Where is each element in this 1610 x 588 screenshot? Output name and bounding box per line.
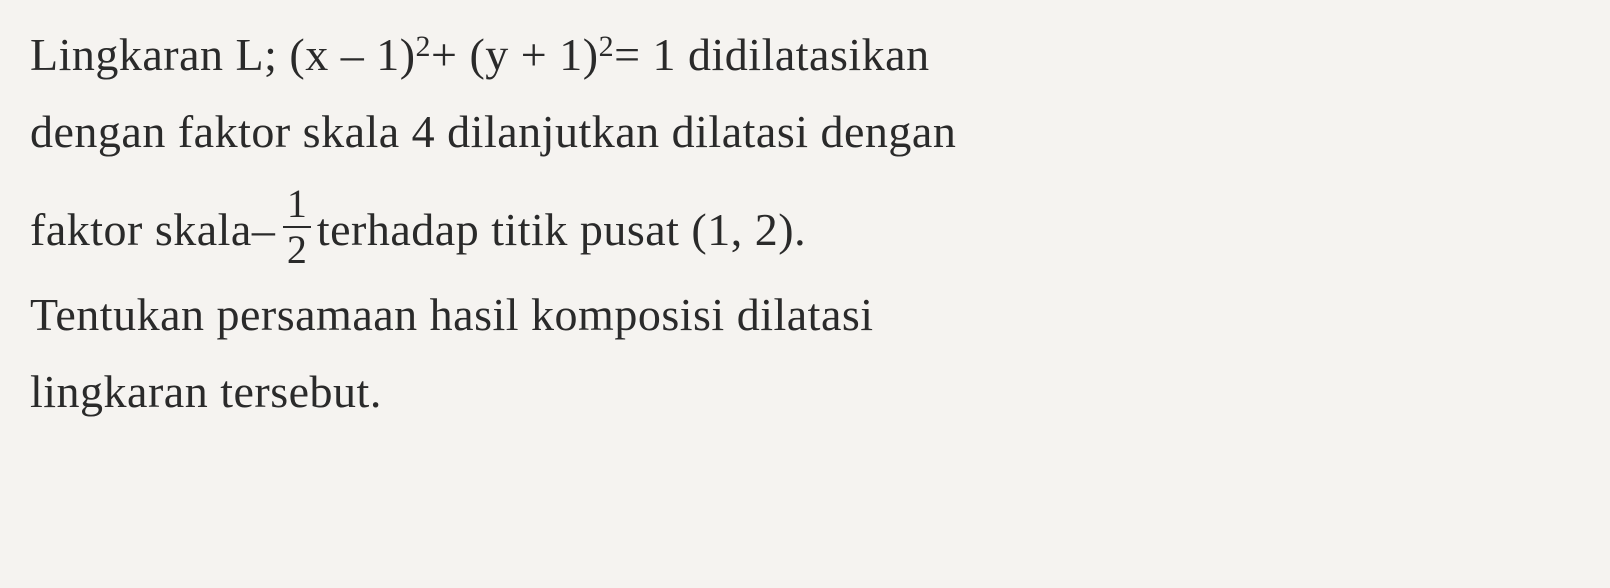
line1-part3: = 1 didilatasikan — [614, 20, 930, 89]
line1-part2: + (y + 1) — [431, 20, 599, 89]
line2-content: dengan faktor skala 4 dilanjutkan dilata… — [30, 97, 956, 166]
superscript-2: 2 — [599, 24, 615, 69]
line1-part1: Lingkaran L; (x – 1) — [30, 20, 416, 89]
negative-sign: – — [252, 195, 275, 264]
line1-content: Lingkaran L; (x – 1) 2 + (y + 1) 2 = 1 d… — [30, 20, 930, 89]
line4-content: Tentukan persamaan hasil komposisi dilat… — [30, 280, 874, 349]
text-line-5: lingkaran tersebut. — [30, 357, 1580, 426]
text-line-2: dengan faktor skala 4 dilanjutkan dilata… — [30, 97, 1580, 166]
fraction-denominator: 2 — [283, 230, 311, 270]
superscript-1: 2 — [416, 24, 432, 69]
line5-content: lingkaran tersebut. — [30, 357, 382, 426]
text-line-1: Lingkaran L; (x – 1) 2 + (y + 1) 2 = 1 d… — [30, 20, 1580, 89]
line3-part1: faktor skala — [30, 195, 252, 264]
fraction: 1 2 — [283, 184, 311, 270]
text-line-4: Tentukan persamaan hasil komposisi dilat… — [30, 280, 1580, 349]
text-line-3: faktor skala – 1 2 terhadap titik pusat … — [30, 186, 1580, 272]
line3-part2: terhadap titik pusat (1, 2). — [317, 195, 806, 264]
fraction-numerator: 1 — [283, 184, 311, 224]
math-problem-text: Lingkaran L; (x – 1) 2 + (y + 1) 2 = 1 d… — [30, 20, 1580, 426]
